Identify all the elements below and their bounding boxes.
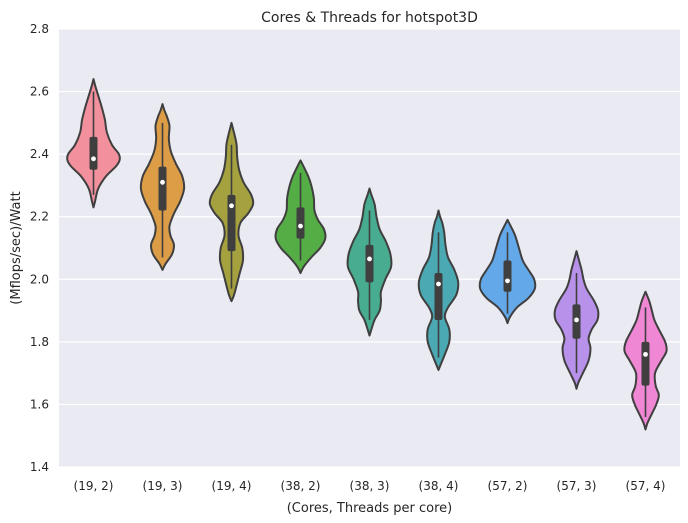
violin-iqr-box xyxy=(641,341,650,386)
violin-group xyxy=(346,187,393,337)
violin-group xyxy=(553,250,600,390)
tick-labels: 1.4 1.6 1.8 2.0 2.2 2.4 2.6 2.8 (19, 2) (19, 3) (1… xyxy=(30,22,666,493)
y-tick-label: 2.4 xyxy=(30,147,49,161)
x-tick-label: (57, 2) xyxy=(488,479,528,493)
y-tick-label: 2.0 xyxy=(30,272,49,286)
violin-group xyxy=(139,103,186,271)
violin-group xyxy=(623,290,668,431)
violin-median-point xyxy=(505,278,510,284)
violin-group xyxy=(417,209,460,372)
violin-iqr-box xyxy=(296,207,305,239)
violin-median-point xyxy=(643,351,648,357)
violin-group xyxy=(478,218,537,325)
x-tick-label: (57, 4) xyxy=(626,479,666,493)
x-tick-label: (19, 2) xyxy=(74,479,114,493)
violin-group xyxy=(208,121,255,303)
y-axis-label: (Mflops/sec)/Watt xyxy=(9,191,24,304)
y-tick-label: 1.8 xyxy=(30,335,49,349)
y-tick-label: 1.4 xyxy=(30,460,49,474)
violin-iqr-box xyxy=(89,136,98,170)
y-tick-label: 1.6 xyxy=(30,397,49,411)
violin-iqr-box xyxy=(365,244,374,283)
y-tick-label: 2.2 xyxy=(30,210,49,224)
violin-median-point xyxy=(574,317,579,323)
y-tick-label: 2.6 xyxy=(30,85,49,99)
y-tick-label: 2.8 xyxy=(30,22,49,36)
grid-lines xyxy=(59,28,680,468)
x-tick-label: (38, 2) xyxy=(281,479,321,493)
violin-group xyxy=(66,78,121,209)
x-tick-label: (38, 4) xyxy=(419,479,459,493)
x-axis-label: (Cores, Threads per core) xyxy=(287,501,453,516)
violin-iqr-box xyxy=(434,273,443,320)
violins xyxy=(66,78,668,431)
violin-median-point xyxy=(229,203,234,209)
violin-group xyxy=(274,159,327,275)
chart-title: Cores & Threads for hotspot3D xyxy=(261,10,478,26)
violin-median-point xyxy=(436,281,441,287)
x-tick-label: (57, 3) xyxy=(557,479,597,493)
x-tick-label: (38, 3) xyxy=(350,479,390,493)
violin-median-point xyxy=(367,256,372,262)
violin-iqr-box xyxy=(158,166,167,211)
x-tick-label: (19, 3) xyxy=(143,479,183,493)
x-tick-label: (19, 4) xyxy=(212,479,252,493)
violin-iqr-box xyxy=(503,260,512,292)
violin-iqr-box xyxy=(227,194,236,252)
violin-median-point xyxy=(160,179,165,185)
violin-median-point xyxy=(91,156,96,162)
violin-median-point xyxy=(298,223,303,229)
